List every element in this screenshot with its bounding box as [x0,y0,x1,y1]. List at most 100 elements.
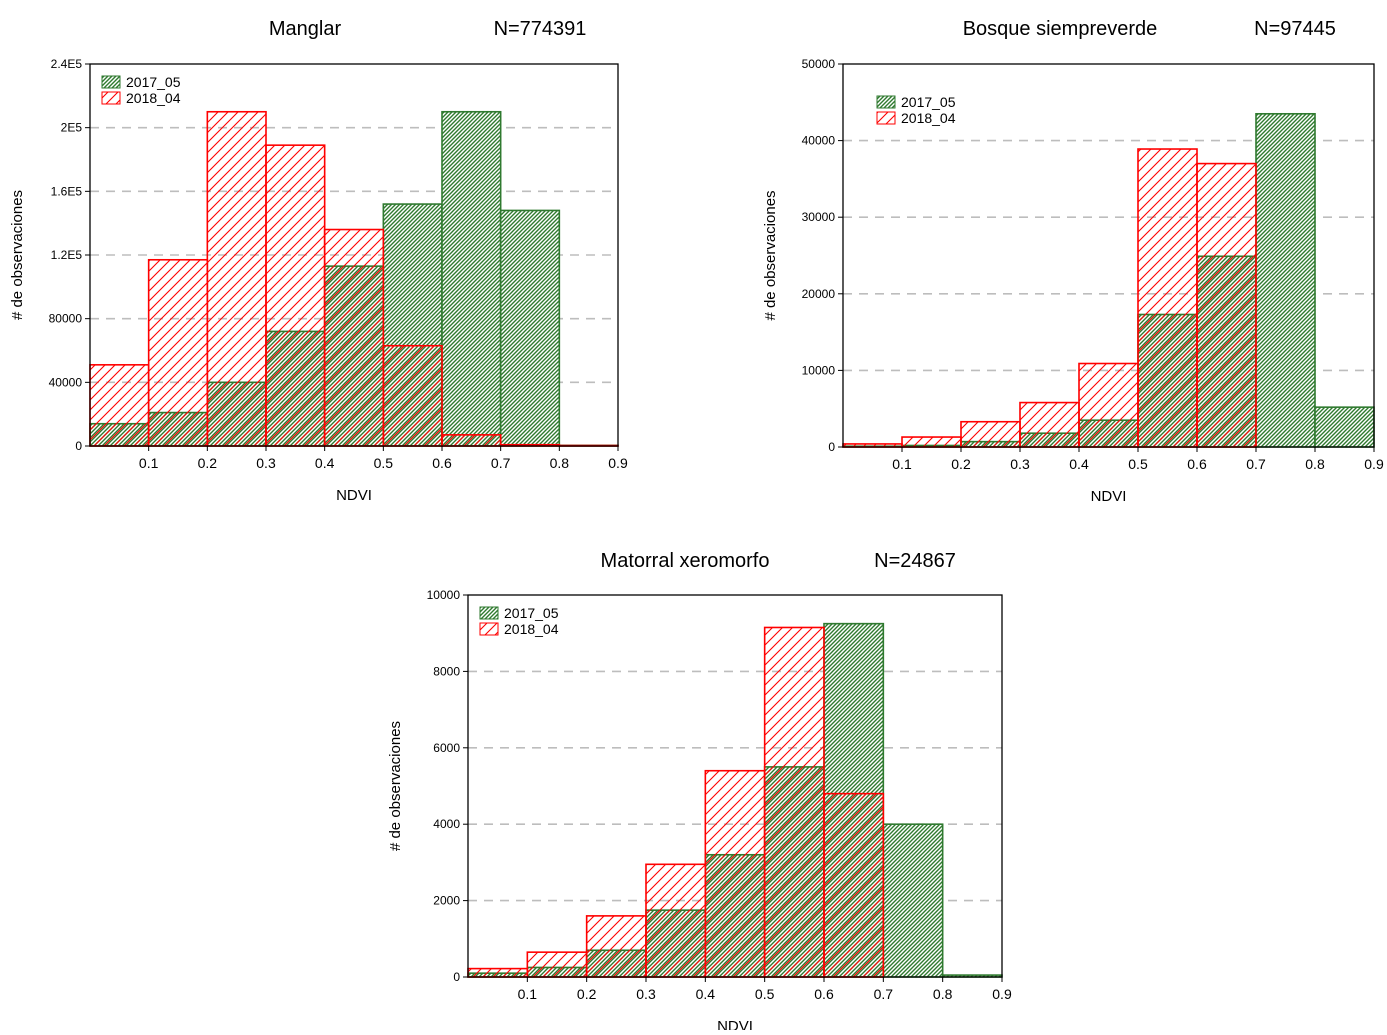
bar-2018 [1138,149,1197,447]
legend-label-2017: 2017_05 [126,74,181,90]
y-tick-label: 8000 [433,664,460,678]
bar-2018 [149,260,208,446]
y-tick-label: 10000 [427,588,461,602]
y-axis-label: # de observaciones [762,190,779,320]
bar-2018 [646,864,705,977]
series-2018-bars [843,149,1256,447]
bar-2018 [383,346,442,446]
y-tick-label: 2E5 [61,121,83,135]
bar-2018 [442,435,501,446]
legend-swatch-2018 [877,112,895,124]
chart-title: Matorral xeromorfo [601,550,770,572]
series-2018-bars [468,627,883,977]
x-tick-label: 0.4 [696,986,716,1002]
sample-size-label: N=774391 [494,18,587,40]
legend-label-2018: 2018_04 [901,110,956,126]
x-tick-label: 0.5 [1128,456,1148,472]
x-tick-label: 0.4 [315,455,335,471]
legend: 2017_05 2018_04 [480,605,559,637]
y-tick-label: 1.6E5 [51,184,83,198]
legend-label-2017: 2017_05 [901,94,956,110]
x-tick-label: 0.3 [256,455,276,471]
x-tick-label: 0.5 [755,986,775,1002]
bar-2017 [1256,114,1315,447]
x-tick-label: 0.3 [1010,456,1030,472]
y-tick-label: 50000 [802,57,836,71]
x-tick-label: 0.7 [491,455,511,471]
legend-swatch-2018 [480,623,498,635]
y-tick-label: 0 [828,440,835,454]
x-tick-label: 0.9 [608,455,628,471]
sample-size-label: N=97445 [1254,18,1336,40]
x-tick-label: 0.8 [1305,456,1325,472]
x-tick-label: 0.9 [1364,456,1384,472]
y-tick-label: 0 [453,970,460,984]
legend-swatch-2017 [877,96,895,108]
bar-2018 [705,771,764,977]
y-tick-label: 40000 [802,134,836,148]
x-axis-label: NDVI [1091,488,1127,505]
chart-title: Bosque siempreverde [963,18,1158,40]
y-tick-label: 4000 [433,817,460,831]
x-tick-label: 0.2 [198,455,218,471]
bar-2017 [442,112,501,446]
legend-label-2018: 2018_04 [126,90,181,106]
y-tick-label: 2.4E5 [51,57,83,71]
bar-2017 [501,210,560,446]
bar-2018 [527,952,586,977]
bar-2017 [883,824,942,977]
x-tick-label: 0.6 [432,455,452,471]
x-tick-label: 0.7 [874,986,894,1002]
bar-2018 [765,627,824,977]
x-tick-label: 0.6 [1187,456,1207,472]
y-tick-label: 30000 [802,210,836,224]
y-tick-labels: 0 10000 20000 30000 40000 50000 [802,57,836,454]
y-tick-label: 20000 [802,287,836,301]
bar-2018 [902,437,961,447]
y-tick-label: 10000 [802,363,836,377]
bar-2018 [266,145,325,446]
y-tick-label: 6000 [433,741,460,755]
x-tick-label: 0.6 [814,986,834,1002]
x-tick-label: 0.4 [1069,456,1089,472]
bar-2018 [587,916,646,977]
x-tick-label: 0.7 [1246,456,1266,472]
legend-swatch-2017 [102,76,120,88]
x-tick-label: 0.2 [951,456,971,472]
x-tick-label: 0.1 [139,455,159,471]
legend-swatch-2018 [102,92,120,104]
y-tick-label: 1.2E5 [51,248,83,262]
bar-2018 [90,365,149,446]
x-tick-label: 0.5 [374,455,394,471]
legend-label-2017: 2017_05 [504,605,559,621]
bar-2018 [1079,364,1138,447]
bar-2018 [1020,403,1079,447]
y-tick-label: 0 [75,439,82,453]
y-tick-labels: 0 2000 4000 6000 8000 10000 [427,588,461,984]
legend-swatch-2017 [480,607,498,619]
sample-size-label: N=24867 [874,550,956,572]
legend: 2017_05 2018_04 [102,74,181,106]
bar-2018 [824,794,883,977]
bar-2017 [1315,407,1374,447]
x-tick-label: 0.3 [636,986,656,1002]
bar-2018 [207,112,266,446]
y-tick-label: 40000 [49,375,83,389]
x-tick-label: 0.8 [550,455,570,471]
y-tick-label: 2000 [433,894,460,908]
x-tick-labels: 0.1 0.2 0.3 0.4 0.5 0.6 0.7 0.8 0.9 [139,455,628,471]
chart-title: Manglar [269,18,342,40]
legend: 2017_05 2018_04 [877,94,956,126]
y-axis-label: # de observaciones [387,721,404,851]
x-tick-label: 0.9 [992,986,1012,1002]
bar-2018 [1197,164,1256,447]
legend-label-2018: 2018_04 [504,621,559,637]
bar-2018 [325,230,384,446]
